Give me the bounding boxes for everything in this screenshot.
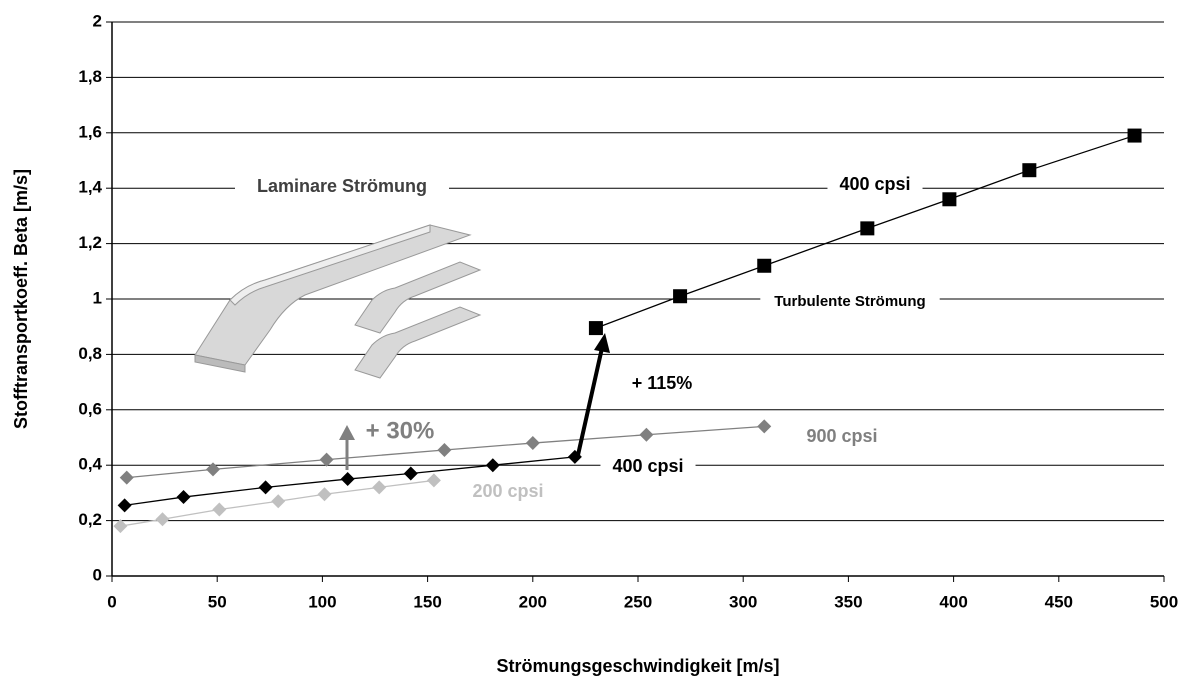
marker xyxy=(206,462,220,476)
marker xyxy=(118,498,132,512)
marker xyxy=(437,443,451,457)
annotation: Laminare Strömung xyxy=(257,176,427,196)
y-tick-label: 1,4 xyxy=(78,178,102,197)
channel-illustration xyxy=(195,225,480,378)
marker xyxy=(860,221,874,235)
marker xyxy=(113,519,127,533)
marker xyxy=(318,487,332,501)
marker xyxy=(259,480,273,494)
marker xyxy=(427,473,441,487)
marker xyxy=(757,419,771,433)
x-tick-label: 150 xyxy=(413,592,441,611)
chart: Strömungsgeschwindigkeit [m/s] Stofftran… xyxy=(0,0,1185,679)
y-tick-label: 0,4 xyxy=(78,455,102,474)
y-axis-title: Stofftransportkoeff. Beta [m/s] xyxy=(11,169,31,429)
y-tick-label: 1 xyxy=(93,288,102,307)
arrow-head xyxy=(594,333,610,353)
marker xyxy=(212,503,226,517)
x-tick-label: 100 xyxy=(308,592,336,611)
x-tick-label: 50 xyxy=(208,592,227,611)
y-tick-label: 0 xyxy=(93,565,102,584)
marker xyxy=(673,289,687,303)
marker xyxy=(942,192,956,206)
x-tick-label: 350 xyxy=(834,592,862,611)
marker xyxy=(404,467,418,481)
x-tick-label: 450 xyxy=(1045,592,1073,611)
x-tick-label: 400 xyxy=(939,592,967,611)
marker xyxy=(486,458,500,472)
x-tick-label: 200 xyxy=(519,592,547,611)
series-label: 400 cpsi xyxy=(612,456,683,476)
marker xyxy=(341,472,355,486)
marker xyxy=(120,471,134,485)
marker xyxy=(372,480,386,494)
y-tick-label: 0,8 xyxy=(78,344,102,363)
marker xyxy=(320,453,334,467)
annotation: + 115% xyxy=(632,373,693,393)
marker xyxy=(177,490,191,504)
marker xyxy=(271,494,285,508)
y-tick-label: 1,6 xyxy=(78,122,102,141)
grid xyxy=(112,22,1164,521)
marker xyxy=(1128,129,1142,143)
y-tick-label: 0,6 xyxy=(78,399,102,418)
marker xyxy=(639,428,653,442)
x-tick-label: 300 xyxy=(729,592,757,611)
x-tick-label: 250 xyxy=(624,592,652,611)
marker xyxy=(155,512,169,526)
series-label: 200 cpsi xyxy=(472,481,543,501)
x-tick-label: 0 xyxy=(107,592,116,611)
x-axis-title: Strömungsgeschwindigkeit [m/s] xyxy=(496,656,779,676)
y-tick-label: 1,2 xyxy=(78,233,102,252)
marker xyxy=(1022,163,1036,177)
series-label: 400 cpsi xyxy=(839,174,910,194)
arrow-head xyxy=(339,425,355,440)
y-tick-label: 1,8 xyxy=(78,67,102,86)
y-tick-label: 2 xyxy=(93,11,102,30)
marker xyxy=(526,436,540,450)
marker xyxy=(589,321,603,335)
marker xyxy=(757,259,771,273)
annotation: Turbulente Strömung xyxy=(774,293,925,310)
series-label: 900 cpsi xyxy=(806,426,877,446)
x-tick-label: 500 xyxy=(1150,592,1178,611)
annotation: + 30% xyxy=(366,417,435,444)
y-tick-label: 0,2 xyxy=(78,510,102,529)
